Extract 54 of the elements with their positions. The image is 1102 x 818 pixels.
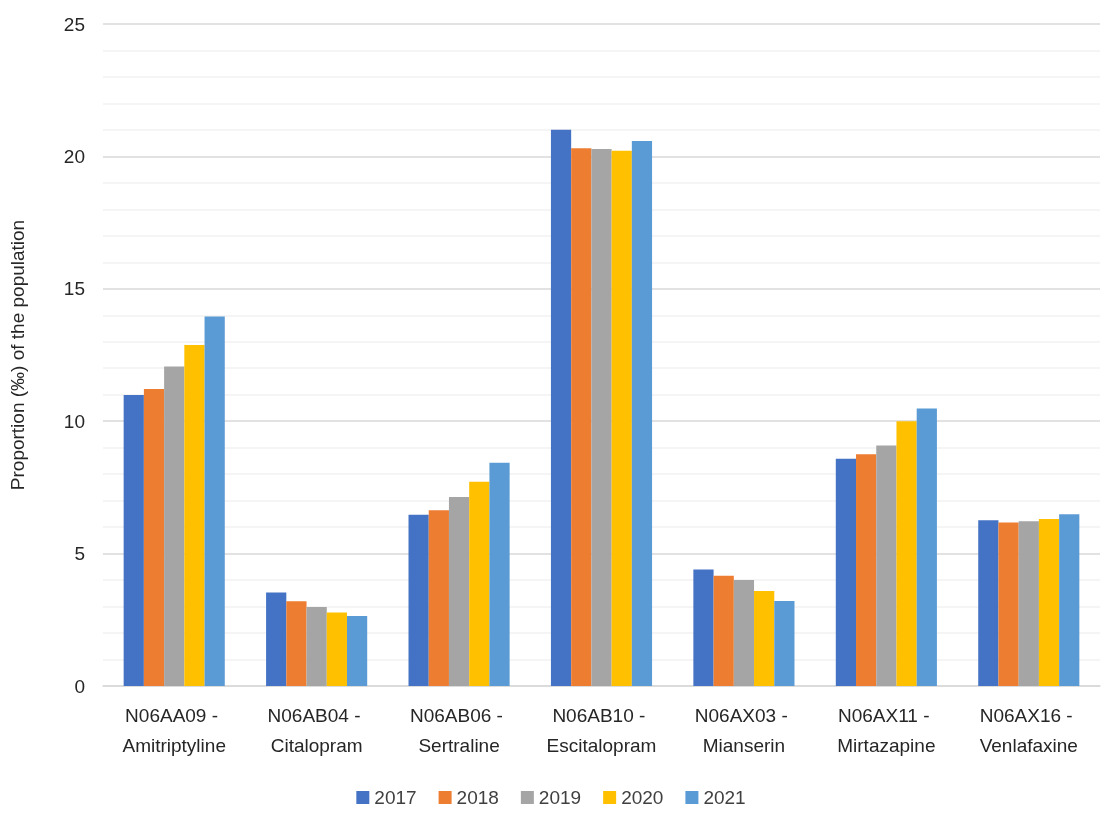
bar <box>184 344 205 686</box>
y-tick-label: 25 <box>63 13 85 35</box>
bar <box>408 514 429 686</box>
bar <box>591 148 612 686</box>
bar <box>164 366 185 686</box>
bar <box>286 601 307 686</box>
bar <box>631 141 653 686</box>
y-tick-label: 5 <box>74 543 85 565</box>
x-tick-label: N06AB04 - Citalopram <box>267 704 366 756</box>
bar <box>713 575 734 686</box>
legend-label: 2021 <box>703 787 746 808</box>
y-tick-label: 15 <box>63 278 85 300</box>
bar <box>856 454 877 686</box>
legend-label: 2017 <box>374 787 417 808</box>
bar <box>204 316 225 686</box>
bar <box>754 590 775 686</box>
bar <box>571 148 592 686</box>
y-tick-label: 0 <box>74 675 85 697</box>
y-axis-title: Proportion (‰) of the population <box>7 219 28 491</box>
bar <box>266 592 287 686</box>
bar <box>123 394 144 686</box>
x-tick-label: N06AB10 - Escitalopram <box>546 704 657 756</box>
bar <box>428 510 449 686</box>
bar <box>1059 514 1080 686</box>
bar <box>611 150 632 686</box>
x-tick-label: N06AX03 - Mianserin <box>694 704 794 756</box>
bar <box>998 522 1019 686</box>
bar <box>448 496 470 686</box>
x-tick-label: N06AB06 - Sertraline <box>409 704 509 756</box>
legend-label: 2020 <box>621 787 664 808</box>
bar <box>346 616 368 686</box>
bar <box>469 481 490 686</box>
bar <box>489 462 510 686</box>
x-tick-label: N06AX16 - Venlafaxine <box>979 704 1078 756</box>
y-tick-label: 20 <box>63 145 85 167</box>
bar <box>978 520 999 686</box>
bar <box>326 612 347 686</box>
legend-label: 2018 <box>456 787 499 808</box>
bar <box>733 580 755 686</box>
y-tick-label: 10 <box>63 410 85 432</box>
bar <box>835 458 857 686</box>
x-tick-label: N06AX11 - Mirtazapine <box>837 704 936 756</box>
bar <box>1018 521 1039 686</box>
bar <box>306 607 327 686</box>
x-tick-label: N06AA09 - Amitriptyline <box>122 704 226 756</box>
legend-label: 2019 <box>538 787 582 808</box>
bar <box>550 129 572 686</box>
bar <box>774 601 795 686</box>
bar <box>896 421 917 686</box>
bar <box>693 569 714 686</box>
bar <box>143 388 165 686</box>
bar <box>1038 518 1060 686</box>
bar <box>916 408 937 686</box>
bar <box>876 445 897 686</box>
